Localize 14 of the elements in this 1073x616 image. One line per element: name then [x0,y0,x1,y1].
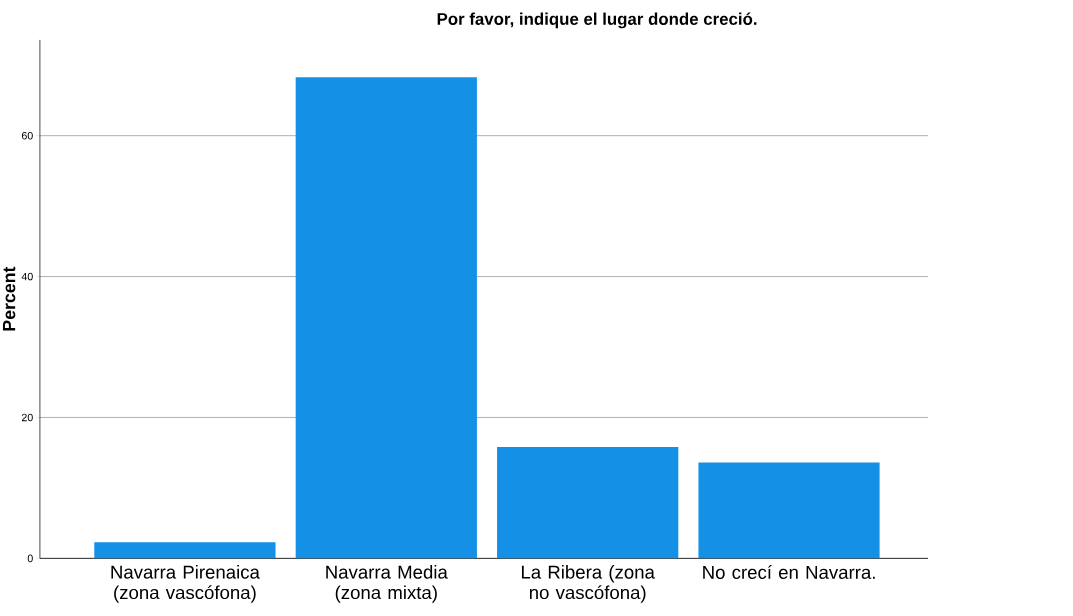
x-tick-label: La Ribera (zona no vascófona) [521,565,655,603]
bar [295,77,477,559]
y-tick-label: 40 [21,272,33,281]
y-tick-label: 20 [21,413,33,422]
bar [698,462,880,559]
x-tick-label: No crecí en Navarra. [703,565,875,579]
x-tick-label: Navarra Pirenaica (zona vascófona) [111,565,260,603]
y-tick-label: 0 [27,554,33,563]
bar [497,447,679,559]
y-tick-label: 60 [21,131,33,140]
bar [94,542,276,559]
chart-title: Por favor, indique el lugar donde creció. [437,12,757,29]
y-axis-title: Percent [2,266,16,331]
x-tick-label: Navarra Media (zona mixta) [326,565,448,603]
